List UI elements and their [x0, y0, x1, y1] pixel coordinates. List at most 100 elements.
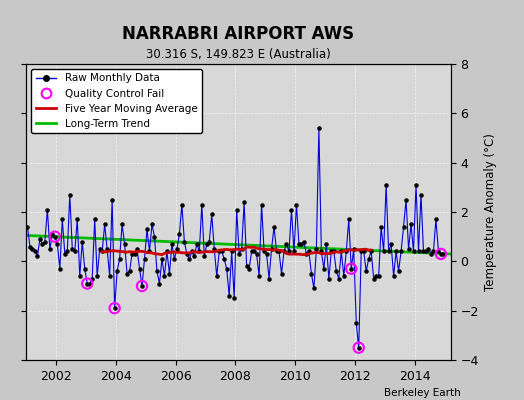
Point [28, 246, 37, 252]
Point [203, 241, 211, 247]
Point [53, 241, 61, 247]
Point [267, 246, 276, 252]
Point [422, 248, 430, 255]
Point [23, 224, 31, 230]
Point [417, 192, 425, 198]
Point [240, 199, 248, 205]
Point [436, 251, 445, 257]
Point [355, 344, 363, 351]
Text: Berkeley Earth: Berkeley Earth [385, 388, 461, 398]
Point [88, 275, 96, 282]
Point [305, 248, 313, 255]
Point [280, 248, 288, 255]
Point [407, 221, 415, 228]
Point [66, 192, 74, 198]
Point [357, 248, 365, 255]
Point [185, 256, 193, 262]
Point [272, 248, 281, 255]
Point [402, 196, 410, 203]
Point [170, 256, 179, 262]
Point [58, 216, 67, 222]
Point [138, 283, 146, 289]
Point [193, 241, 201, 247]
Point [205, 238, 213, 245]
Point [158, 256, 166, 262]
Point [188, 248, 196, 255]
Point [397, 248, 405, 255]
Point [153, 268, 161, 274]
Point [243, 263, 251, 270]
Point [155, 280, 163, 287]
Point [282, 241, 291, 247]
Point [173, 246, 181, 252]
Point [183, 251, 191, 257]
Point [350, 246, 358, 252]
Point [81, 266, 89, 272]
Point [215, 248, 223, 255]
Point [33, 253, 41, 260]
Point [111, 305, 119, 311]
Point [405, 246, 413, 252]
Point [41, 238, 49, 245]
Point [377, 224, 385, 230]
Point [290, 248, 298, 255]
Point [220, 256, 228, 262]
Point [337, 248, 345, 255]
Point [123, 270, 132, 277]
Point [362, 268, 370, 274]
Point [128, 251, 136, 257]
Point [345, 216, 353, 222]
Point [340, 273, 348, 279]
Y-axis label: Temperature Anomaly (°C): Temperature Anomaly (°C) [484, 133, 497, 291]
Point [297, 241, 305, 247]
Point [71, 248, 79, 255]
Point [165, 270, 173, 277]
Point [265, 275, 273, 282]
Point [103, 246, 111, 252]
Point [75, 273, 84, 279]
Point [369, 275, 378, 282]
Point [118, 221, 126, 228]
Point [38, 241, 47, 247]
Point [322, 241, 331, 247]
Point [198, 202, 206, 208]
Point [270, 224, 278, 230]
Point [175, 231, 183, 238]
Point [213, 273, 221, 279]
Point [46, 246, 54, 252]
Point [327, 248, 335, 255]
Point [91, 216, 99, 222]
Point [78, 238, 86, 245]
Point [325, 275, 333, 282]
Point [83, 280, 91, 287]
Point [385, 248, 393, 255]
Point [51, 234, 59, 240]
Point [263, 251, 271, 257]
Point [250, 248, 258, 255]
Point [359, 248, 368, 255]
Point [429, 248, 438, 255]
Point [320, 266, 328, 272]
Point [419, 248, 428, 255]
Point [424, 246, 433, 252]
Point [135, 266, 144, 272]
Point [105, 273, 114, 279]
Point [335, 275, 343, 282]
Point [130, 251, 139, 257]
Point [63, 248, 71, 255]
Point [392, 248, 400, 255]
Point [133, 246, 141, 252]
Point [414, 248, 423, 255]
Point [310, 285, 318, 292]
Point [145, 248, 154, 255]
Point [379, 248, 388, 255]
Point [113, 268, 122, 274]
Point [108, 196, 116, 203]
Point [257, 202, 266, 208]
Point [367, 248, 375, 255]
Point [121, 241, 129, 247]
Point [372, 273, 380, 279]
Point [387, 241, 395, 247]
Point [200, 253, 209, 260]
Point [160, 273, 169, 279]
